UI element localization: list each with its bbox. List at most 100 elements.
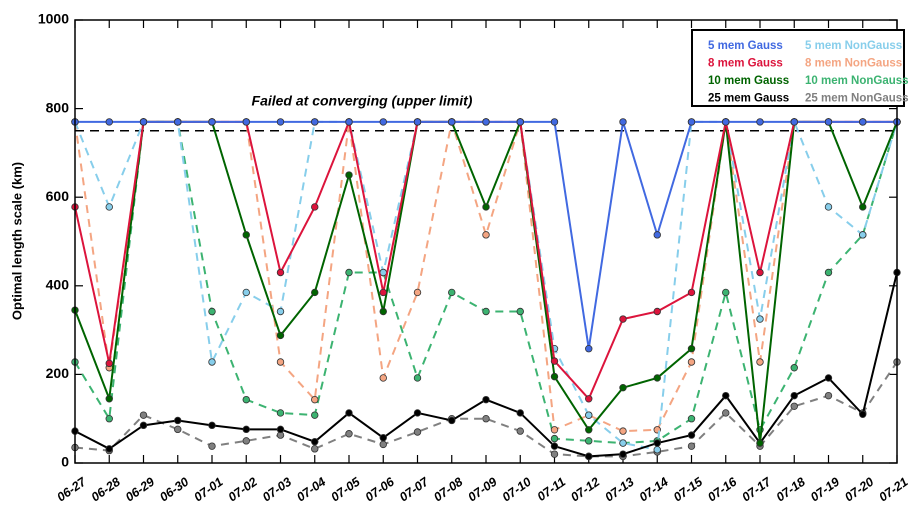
marker	[242, 437, 250, 445]
marker	[105, 445, 113, 453]
marker	[276, 268, 285, 277]
marker	[687, 442, 696, 450]
x-tick-label: 07-20	[842, 475, 876, 505]
marker	[413, 409, 422, 417]
plot-frame	[74, 19, 898, 464]
marker	[585, 426, 593, 434]
marker	[139, 421, 148, 430]
y-tick-label: 400	[46, 277, 70, 293]
marker	[242, 395, 250, 404]
marker	[345, 118, 353, 126]
x-tick-label: 07-19	[808, 475, 842, 505]
x-tick-label: 07-18	[774, 475, 808, 505]
marker	[756, 439, 764, 447]
marker	[311, 411, 319, 419]
marker	[653, 231, 661, 239]
marker	[687, 415, 696, 423]
marker	[550, 450, 559, 458]
marker	[105, 118, 113, 126]
marker	[379, 118, 387, 126]
marker	[653, 439, 661, 447]
marker	[482, 231, 490, 239]
marker	[276, 118, 285, 126]
marker	[379, 440, 387, 449]
marker	[105, 395, 113, 403]
x-tick-label: 07-12	[568, 475, 602, 505]
x-tick-label: 07-07	[397, 474, 432, 504]
x-tick-label: 07-01	[191, 475, 225, 505]
marker	[379, 288, 387, 297]
legend-label: 8 mem NonGauss	[805, 58, 902, 70]
marker	[242, 118, 250, 126]
marker	[550, 434, 559, 443]
marker	[345, 430, 353, 438]
marker	[448, 118, 456, 126]
marker	[105, 203, 113, 211]
x-tick-label: 07-06	[363, 474, 398, 504]
marker	[550, 118, 559, 126]
y-tick-label: 200	[46, 365, 70, 381]
x-tick-label: 07-16	[705, 474, 740, 504]
x-tick-label: 07-13	[602, 475, 636, 505]
marker	[722, 288, 730, 297]
marker	[550, 426, 559, 434]
series-line	[74, 120, 898, 445]
x-tick-label: 07-14	[637, 475, 671, 505]
marker	[482, 307, 490, 316]
marker	[550, 357, 559, 365]
x-tick-label: 07-05	[328, 474, 363, 504]
x-tick-label: 06-30	[157, 475, 191, 505]
marker	[722, 409, 730, 417]
marker	[413, 288, 422, 297]
marker	[379, 374, 387, 382]
marker	[311, 395, 319, 404]
marker	[139, 118, 148, 126]
marker	[311, 445, 319, 453]
marker	[379, 434, 387, 442]
marker	[311, 118, 319, 126]
marker	[482, 395, 490, 404]
marker	[208, 421, 216, 430]
legend-label: 5 mem Gauss	[708, 40, 783, 52]
x-tick-label: 07-02	[226, 475, 260, 505]
marker	[208, 118, 216, 126]
x-tick-label: 07-08	[431, 475, 465, 505]
y-tick-label: 1000	[38, 11, 69, 27]
x-tick-label: 07-17	[739, 474, 774, 504]
marker	[790, 391, 798, 400]
marker	[653, 374, 661, 382]
marker	[448, 416, 456, 425]
legend-label: 10 mem Gauss	[708, 75, 789, 87]
marker	[687, 345, 696, 353]
marker	[756, 118, 764, 126]
marker	[859, 231, 867, 239]
marker	[174, 118, 182, 126]
legend-label: 25 mem Gauss	[708, 93, 789, 105]
marker	[653, 307, 661, 316]
marker	[687, 118, 696, 126]
y-tick-label: 800	[46, 99, 70, 115]
x-tick-label: 06-27	[54, 474, 89, 504]
marker	[585, 411, 593, 419]
marker	[448, 288, 456, 297]
marker	[859, 203, 867, 211]
marker	[482, 203, 490, 211]
marker	[722, 391, 730, 400]
marker	[379, 307, 387, 316]
legend-label: 8 mem Gauss	[708, 58, 783, 70]
marker	[413, 428, 422, 436]
marker	[208, 442, 216, 450]
x-tick-label: 07-10	[500, 475, 534, 505]
y-tick-label: 0	[61, 454, 69, 470]
marker	[585, 452, 593, 461]
marker	[550, 442, 559, 450]
x-tick-label: 07-11	[535, 475, 568, 504]
marker	[722, 118, 730, 126]
x-tick-label: 07-04	[294, 475, 328, 505]
marker	[653, 446, 661, 454]
marker	[311, 438, 319, 446]
marker	[824, 118, 833, 126]
marker	[345, 171, 353, 179]
marker	[756, 315, 764, 323]
series-line	[74, 120, 897, 433]
